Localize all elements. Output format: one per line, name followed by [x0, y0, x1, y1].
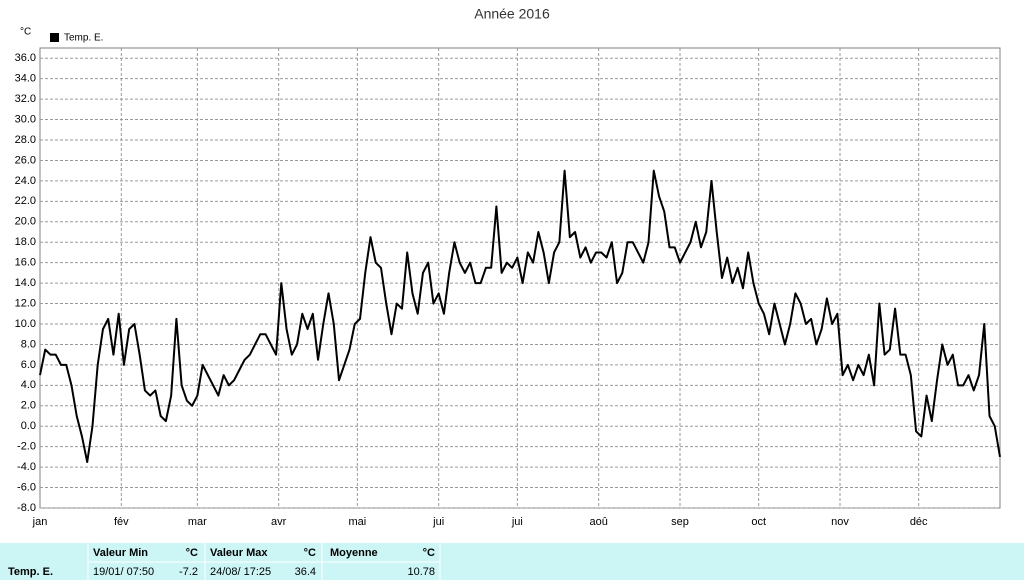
table-header: °C [186, 547, 198, 559]
plot-area [39, 47, 1001, 509]
temperature-line [39, 169, 1001, 463]
y-tick-label: 14.0 [15, 277, 36, 289]
y-tick-label: 24.0 [15, 175, 36, 187]
table-cell: 36.4 [295, 566, 316, 578]
x-tick-label: mar [188, 516, 207, 528]
y-axis-unit: °C [20, 27, 31, 38]
x-tick-label: jan [32, 516, 48, 528]
y-tick-label: 20.0 [15, 216, 36, 228]
table-header: Moyenne [330, 547, 378, 559]
y-tick-label: 0.0 [21, 420, 36, 432]
table-header: °C [423, 547, 435, 559]
table-cell: -7.2 [179, 566, 198, 578]
x-tick-label: fév [114, 516, 129, 528]
x-tick-label: mai [349, 516, 367, 528]
table-cell: 19/01/ 07:50 [93, 566, 154, 578]
x-tick-label: jui [432, 516, 444, 528]
y-tick-label: 26.0 [15, 154, 36, 166]
legend-swatch [50, 33, 59, 42]
y-tick-label: 36.0 [15, 52, 36, 64]
y-tick-label: 18.0 [15, 236, 36, 248]
y-tick-label: 16.0 [15, 257, 36, 269]
y-tick-label: -2.0 [17, 441, 36, 453]
y-tick-label: -4.0 [17, 461, 36, 473]
y-tick-label: 8.0 [21, 338, 36, 350]
table-cell: 24/08/ 17:25 [210, 566, 271, 578]
x-tick-label: jui [511, 516, 523, 528]
y-tick-label: 6.0 [21, 359, 36, 371]
y-tick-label: 28.0 [15, 134, 36, 146]
x-tick-label: aoû [590, 516, 608, 528]
y-tick-label: 2.0 [21, 400, 36, 412]
y-tick-label: 34.0 [15, 73, 36, 85]
y-tick-label: -6.0 [17, 481, 36, 493]
x-tick-label: déc [910, 516, 928, 528]
y-tick-label: 32.0 [15, 93, 36, 105]
chart-title: Année 2016 [474, 6, 550, 22]
x-tick-label: oct [751, 516, 766, 528]
table-row-label: Temp. E. [8, 566, 53, 578]
table-header: Valeur Max [210, 547, 268, 559]
x-tick-label: nov [831, 516, 849, 528]
x-tick-label: sep [671, 516, 689, 528]
y-tick-label: -8.0 [17, 502, 36, 514]
table-cell: 10.78 [407, 566, 435, 578]
y-tick-label: 10.0 [15, 318, 36, 330]
y-tick-label: 12.0 [15, 297, 36, 309]
y-tick-label: 30.0 [15, 113, 36, 125]
x-tick-label: avr [271, 516, 287, 528]
table-header: Valeur Min [93, 547, 148, 559]
y-tick-label: 22.0 [15, 195, 36, 207]
y-tick-label: 4.0 [21, 379, 36, 391]
table-header: °C [304, 547, 316, 559]
legend-label: Temp. E. [64, 33, 103, 44]
